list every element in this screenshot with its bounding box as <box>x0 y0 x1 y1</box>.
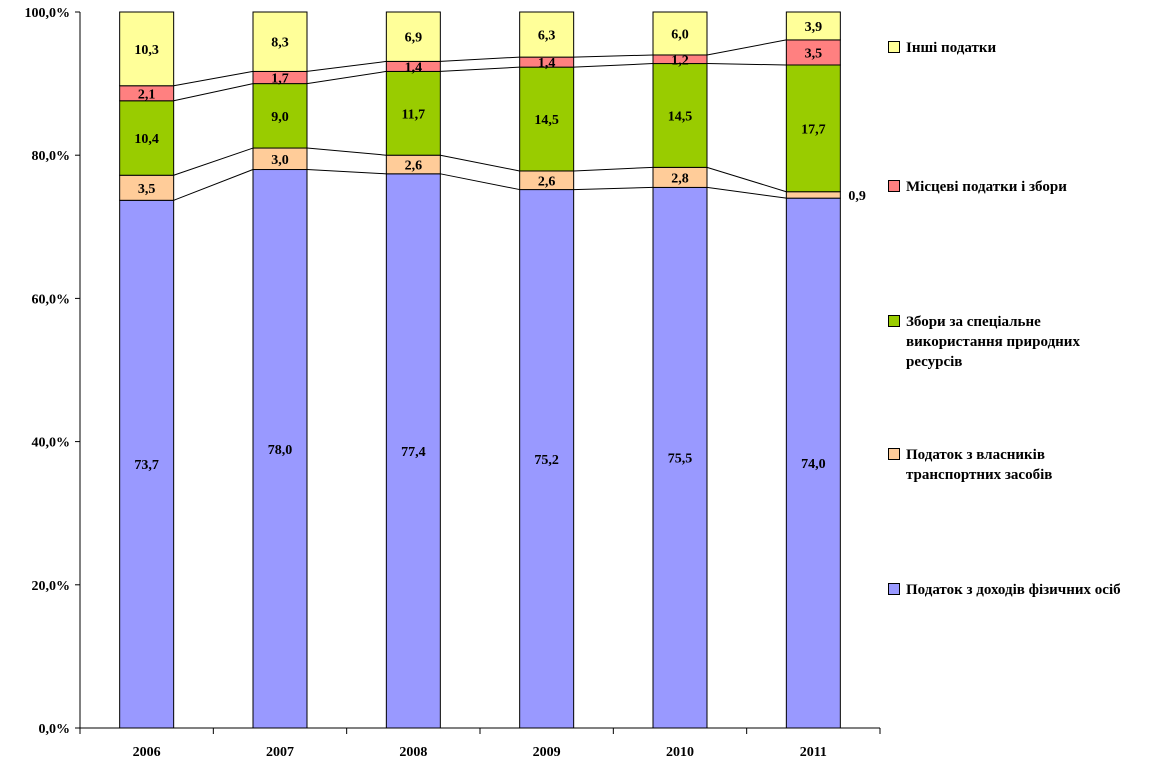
data-label: 1,7 <box>271 72 289 87</box>
legend-swatch-vehicle-owners <box>888 448 900 460</box>
bar-segment <box>252 169 308 729</box>
series-connector-line <box>306 169 387 175</box>
bar-segment <box>785 39 841 66</box>
y-tick-label: 60,0% <box>32 292 71 307</box>
bar-segment <box>519 189 575 729</box>
data-label: 3,5 <box>805 46 823 61</box>
series-connector-line <box>173 83 254 102</box>
bar-segment <box>785 191 841 199</box>
data-label: 10,3 <box>134 43 159 58</box>
bar-segment <box>385 70 441 156</box>
x-tick-label: 2009 <box>533 745 561 760</box>
y-tick-label: 80,0% <box>32 149 71 164</box>
bar-segment <box>785 197 841 729</box>
legend-item-other-taxes: Інші податки <box>888 38 996 58</box>
legend: Інші податки Місцеві податки і збори Збо… <box>888 0 1151 767</box>
legend-label: Податок з доходів фізичних осіб <box>906 582 1121 598</box>
bar-segment <box>119 100 175 176</box>
bar-segment <box>652 63 708 168</box>
data-label: 6,0 <box>671 27 689 42</box>
legend-swatch-natural-resources <box>888 315 900 327</box>
data-label: 75,2 <box>534 453 559 468</box>
data-label: 2,6 <box>405 159 423 174</box>
x-tick-label: 2006 <box>133 745 161 760</box>
series-connector-line <box>573 166 654 172</box>
y-tick-label: 20,0% <box>32 579 71 594</box>
series-connector-line <box>173 147 254 176</box>
data-label: 9,0 <box>271 110 289 125</box>
data-label: 74,0 <box>801 457 826 472</box>
legend-item-vehicle-owners: Податок з власників транспортних засобів <box>888 445 1118 485</box>
legend-item-personal-income: Податок з доходів фізичних осіб <box>888 580 1146 600</box>
data-label: 73,7 <box>134 458 159 473</box>
series-connector-line <box>573 54 654 58</box>
data-label: 3,0 <box>271 153 289 168</box>
data-label: 0,9 <box>848 189 866 204</box>
data-label: 1,4 <box>405 60 423 75</box>
data-label: 17,7 <box>801 122 826 137</box>
series-connector-line <box>706 166 787 193</box>
bar-segment <box>252 83 308 149</box>
legend-label: Податок з власників транспортних засобів <box>906 447 1053 483</box>
series-connector-line <box>706 186 787 199</box>
bar-segment <box>519 11 575 58</box>
legend-label: Збори за спеціальне використання природн… <box>906 314 1080 370</box>
data-label: 10,4 <box>134 132 159 147</box>
x-tick-label: 2010 <box>666 745 694 760</box>
data-label: 6,9 <box>405 31 423 46</box>
data-label: 11,7 <box>401 107 425 122</box>
y-tick-label: 100,0% <box>25 6 71 21</box>
data-label: 77,4 <box>401 445 426 460</box>
series-connector-line <box>440 66 520 72</box>
data-label: 6,3 <box>538 29 556 44</box>
legend-item-natural-resources: Збори за спеціальне використання природн… <box>888 312 1138 372</box>
bar-segment <box>119 11 175 87</box>
data-label: 1,2 <box>671 53 689 68</box>
x-tick-label: 2011 <box>800 745 827 760</box>
data-label: 2,8 <box>671 171 689 186</box>
series-connector-line <box>440 154 520 172</box>
bar-segment <box>385 173 441 729</box>
y-tick-label: 0,0% <box>39 722 71 737</box>
series-connector-line <box>306 60 387 72</box>
x-tick-label: 2008 <box>399 745 427 760</box>
series-connector-line <box>706 63 787 66</box>
series-connector-line <box>173 70 254 87</box>
data-label: 2,1 <box>138 87 156 102</box>
legend-item-local-taxes: Місцеві податки і збори <box>888 177 1067 197</box>
series-connector-line <box>440 173 520 191</box>
series-connector-line <box>573 63 654 68</box>
data-label: 3,9 <box>805 20 823 35</box>
data-label: 3,5 <box>138 182 156 197</box>
series-connector-line <box>706 39 787 56</box>
bar-segment <box>785 11 841 41</box>
series-connector-line <box>173 169 254 201</box>
series-connector-line <box>573 186 654 191</box>
legend-label: Інші податки <box>906 40 997 56</box>
data-label: 2,6 <box>538 174 556 189</box>
data-label: 75,5 <box>668 452 693 467</box>
data-label: 78,0 <box>268 443 293 458</box>
bar-segment <box>519 66 575 172</box>
y-tick-label: 40,0% <box>32 436 71 451</box>
legend-swatch-personal-income <box>888 583 900 595</box>
data-label: 8,3 <box>271 36 289 51</box>
series-connector-line <box>306 147 387 156</box>
legend-swatch-local-taxes <box>888 180 900 192</box>
bar-segment <box>252 11 308 72</box>
series-connector-line <box>306 70 387 85</box>
x-tick-label: 2007 <box>266 745 294 760</box>
data-label: 14,5 <box>668 109 693 124</box>
series-connector-line <box>440 56 520 62</box>
legend-swatch-other-taxes <box>888 41 900 53</box>
legend-label: Місцеві податки і збори <box>906 179 1067 195</box>
bar-segment <box>652 11 708 56</box>
data-label: 1,4 <box>538 56 556 71</box>
bar-segment <box>385 11 441 62</box>
data-label: 14,5 <box>534 113 559 128</box>
